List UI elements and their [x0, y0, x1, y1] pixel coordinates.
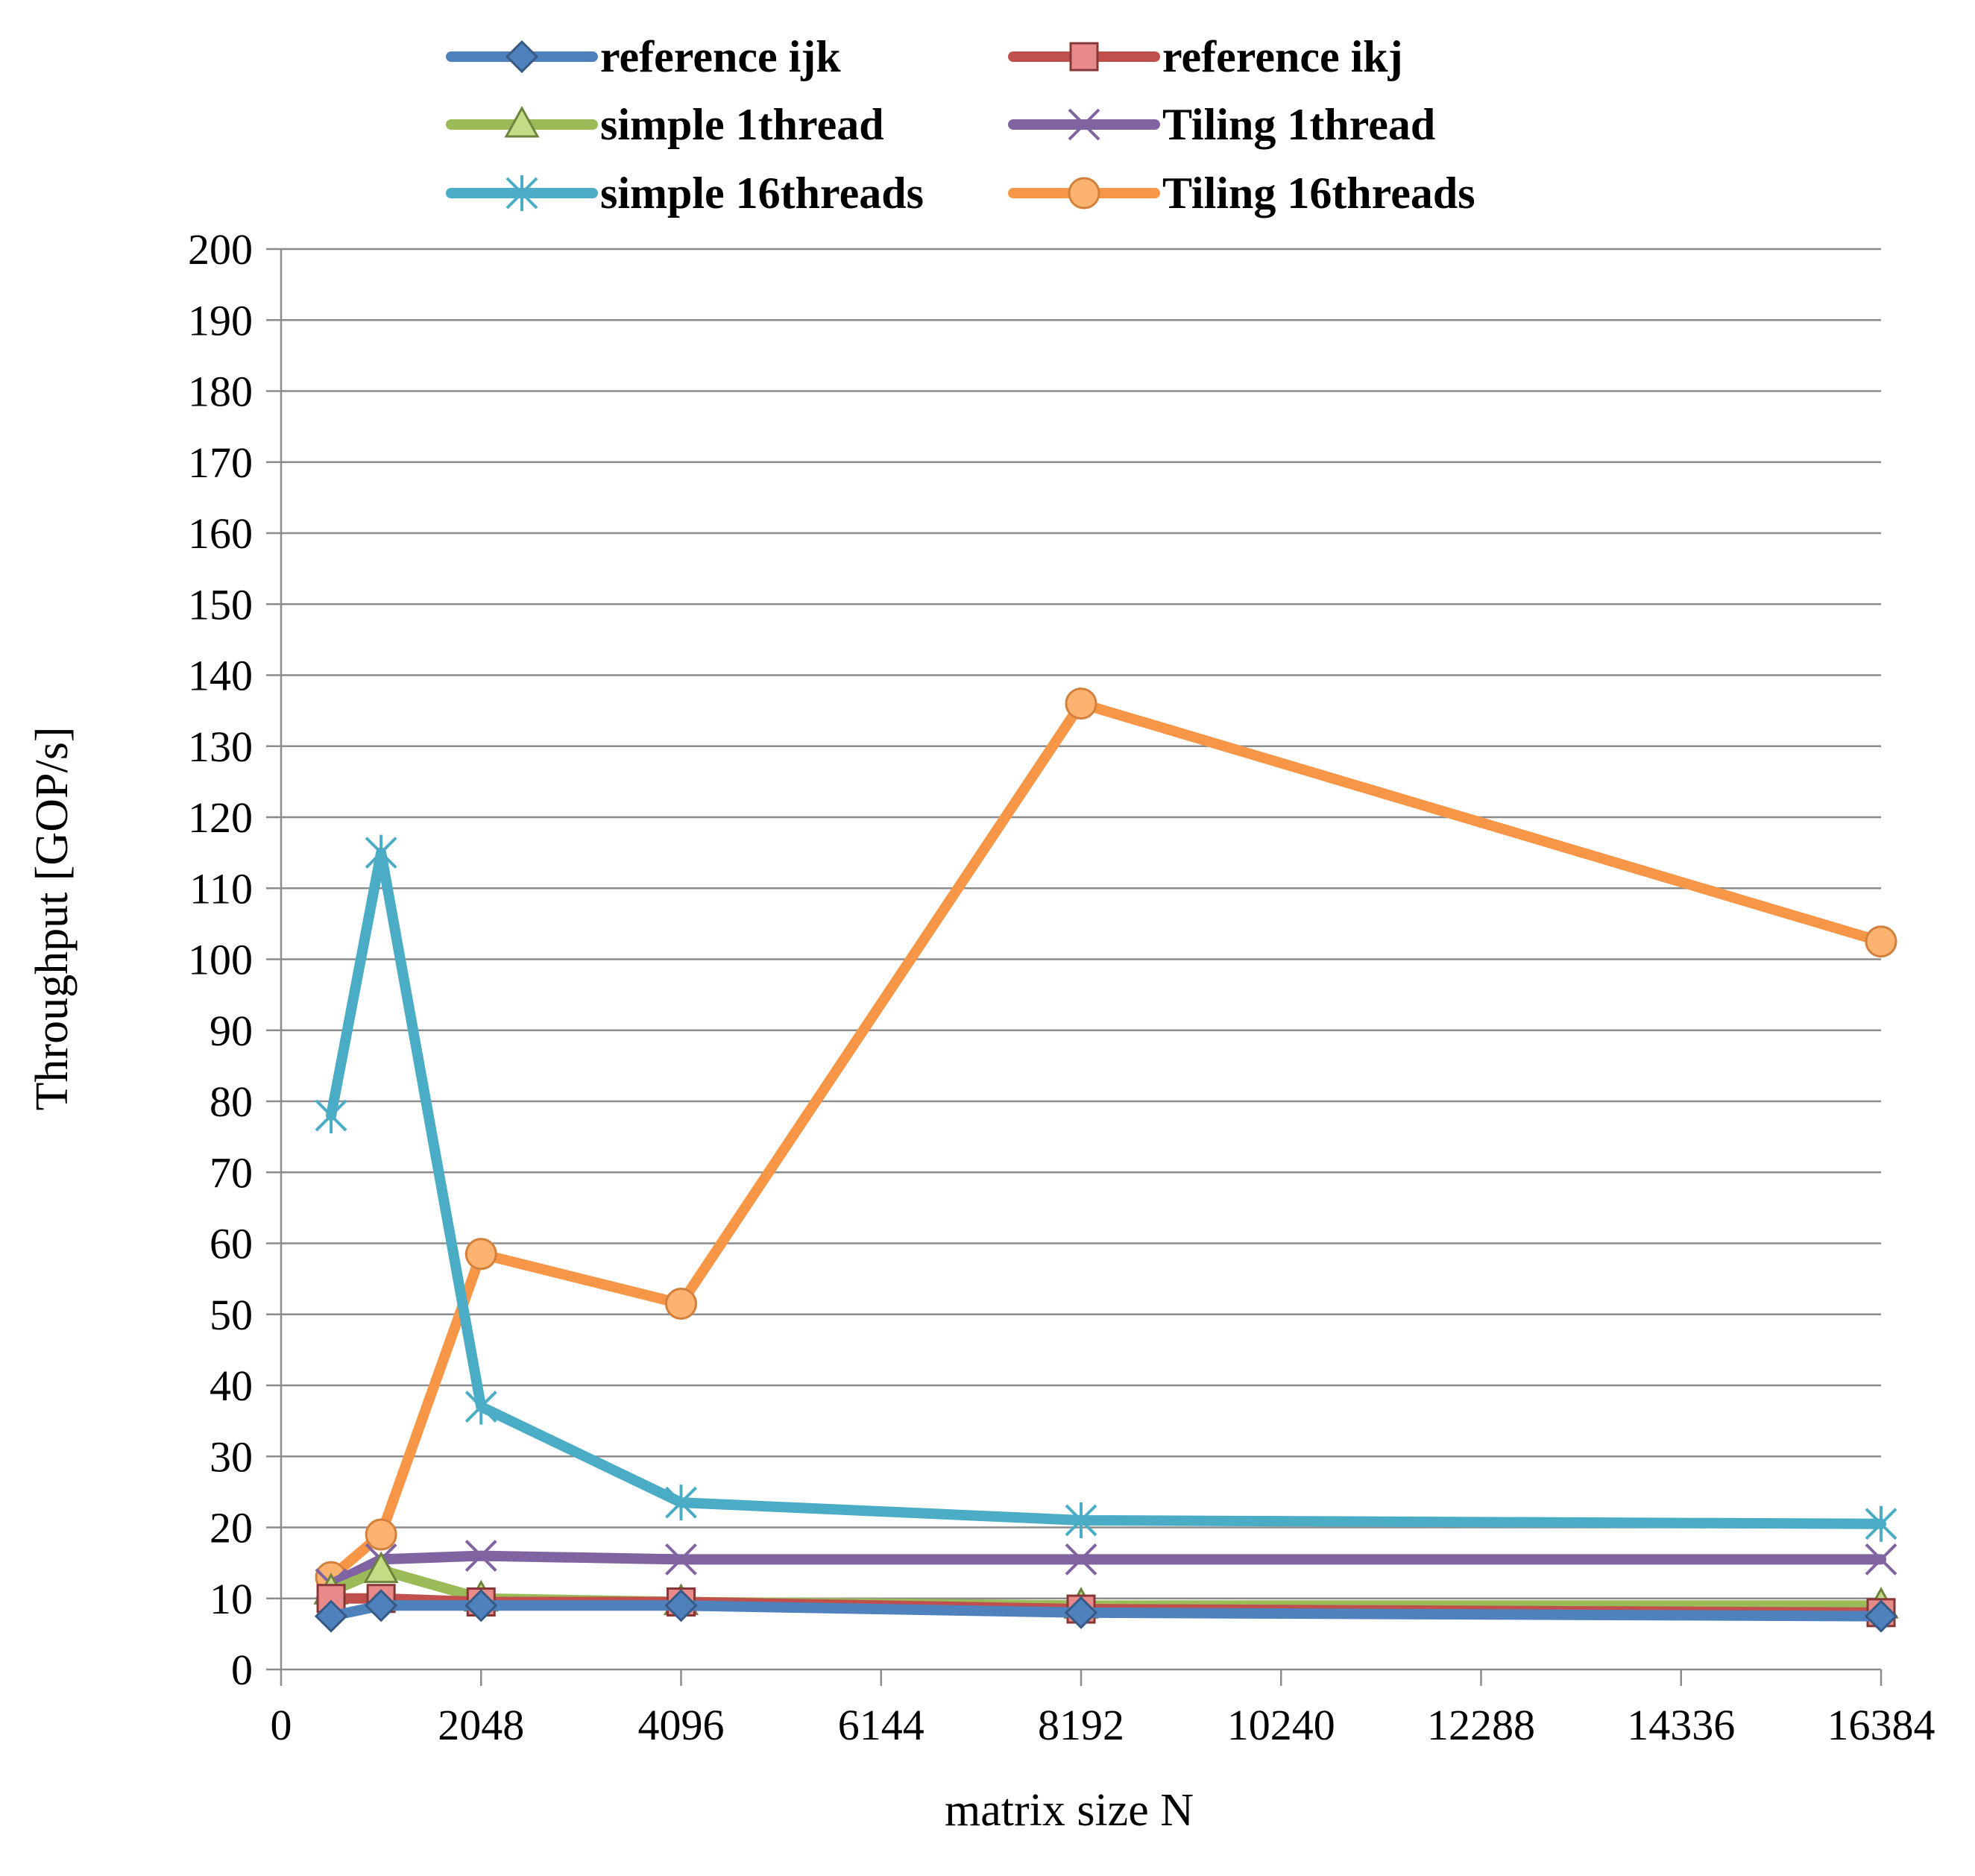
x-axis-title: matrix size N — [945, 1785, 1194, 1836]
x-tick-label: 10240 — [1227, 1701, 1335, 1749]
legend-item: simple 16threads — [446, 169, 924, 218]
y-tick-label: 60 — [210, 1220, 253, 1268]
data-point — [314, 1599, 348, 1633]
series-tiling-16threads — [315, 687, 1897, 1593]
y-tick-label: 160 — [188, 509, 253, 558]
legend-label: Tiling 16threads — [1162, 169, 1475, 218]
data-point — [1865, 925, 1897, 958]
y-tick-label: 20 — [210, 1504, 253, 1552]
y-tick-label: 200 — [188, 225, 253, 274]
y-tick-label: 130 — [188, 723, 253, 771]
legend-marker — [504, 105, 540, 138]
y-tick-label: 80 — [210, 1077, 253, 1126]
data-point — [365, 834, 397, 871]
legend-marker — [1068, 108, 1100, 141]
y-tick-label: 0 — [231, 1646, 253, 1694]
y-tick-labels: 0 10 20 30 40 50 60 70 80 90 100 110 120 130 140 150 160… — [188, 225, 253, 1694]
data-point — [365, 1589, 398, 1622]
data-point — [1065, 1502, 1097, 1538]
axes — [266, 248, 1883, 1686]
y-tick-label: 50 — [210, 1291, 253, 1339]
data-point — [464, 1238, 497, 1271]
y-tick-label: 150 — [188, 580, 253, 629]
data-point — [464, 1589, 498, 1622]
series-layer — [313, 687, 1899, 1633]
data-point — [1865, 1505, 1897, 1542]
data-point — [315, 1098, 347, 1134]
data-point — [665, 1485, 697, 1521]
y-axis-title: Throughput [GOP/s] — [27, 727, 78, 1111]
y-tick-label: 140 — [188, 652, 253, 700]
x-tick-label: 16384 — [1827, 1701, 1935, 1749]
legend: reference ijk reference ikj simple 1thread… — [446, 32, 1475, 218]
data-point — [363, 1551, 399, 1584]
x-tick-label: 12288 — [1427, 1701, 1535, 1749]
data-point — [464, 1388, 497, 1425]
x-tick-labels: 0 2048 4096 6144 8192 10240 12288 14336 16384 — [271, 1701, 1935, 1749]
y-tick-label: 10 — [210, 1575, 253, 1623]
series-line — [326, 847, 1886, 1529]
data-point — [1864, 1599, 1898, 1633]
series-simple-16threads — [315, 834, 1897, 1542]
y-tick-label: 190 — [188, 296, 253, 344]
y-tick-label: 100 — [188, 936, 253, 984]
y-tick-label: 90 — [210, 1007, 253, 1055]
y-tick-label: 180 — [188, 368, 253, 416]
data-point — [1865, 1543, 1897, 1576]
data-point — [1065, 687, 1097, 720]
y-tick-label: 170 — [188, 438, 253, 487]
x-tick-label: 14336 — [1627, 1701, 1735, 1749]
legend-label: reference ikj — [1162, 32, 1403, 81]
legend-item: simple 1thread — [446, 100, 884, 149]
legend-marker — [505, 40, 539, 74]
y-tick-label: 30 — [210, 1432, 253, 1481]
y-tick-label: 70 — [210, 1148, 253, 1197]
data-point — [1064, 1596, 1098, 1629]
data-point — [365, 1518, 397, 1551]
legend-label: reference ijk — [600, 32, 841, 81]
legend-item: Tiling 1thread — [1008, 100, 1435, 149]
legend-marker — [505, 175, 538, 211]
y-tick-label: 120 — [188, 793, 253, 842]
legend-label: simple 16threads — [600, 169, 924, 218]
series-reference-ijk — [314, 1589, 1898, 1633]
series-line — [326, 1550, 1886, 1590]
gridlines — [281, 248, 1881, 1599]
series-tiling-1thread — [315, 1540, 1897, 1601]
legend-label: Tiling 1thread — [1162, 100, 1435, 149]
x-tick-label: 6144 — [838, 1701, 924, 1749]
legend-marker — [1068, 177, 1100, 210]
legend-item: reference ikj — [1008, 32, 1403, 81]
data-point — [665, 1543, 697, 1576]
y-tick-label: 110 — [189, 864, 253, 913]
legend-marker — [1069, 42, 1099, 72]
legend-item: reference ijk — [446, 32, 841, 81]
legend-item: Tiling 16threads — [1008, 169, 1475, 218]
data-point — [664, 1589, 698, 1622]
data-point — [464, 1540, 497, 1573]
x-tick-label: 4096 — [638, 1701, 725, 1749]
data-point — [665, 1287, 697, 1320]
data-point — [1065, 1543, 1097, 1576]
x-tick-label: 0 — [271, 1701, 292, 1749]
x-tick-label: 2048 — [438, 1701, 524, 1749]
legend-label: simple 1thread — [600, 100, 884, 149]
x-tick-label: 8192 — [1038, 1701, 1124, 1749]
y-tick-label: 40 — [210, 1362, 253, 1410]
